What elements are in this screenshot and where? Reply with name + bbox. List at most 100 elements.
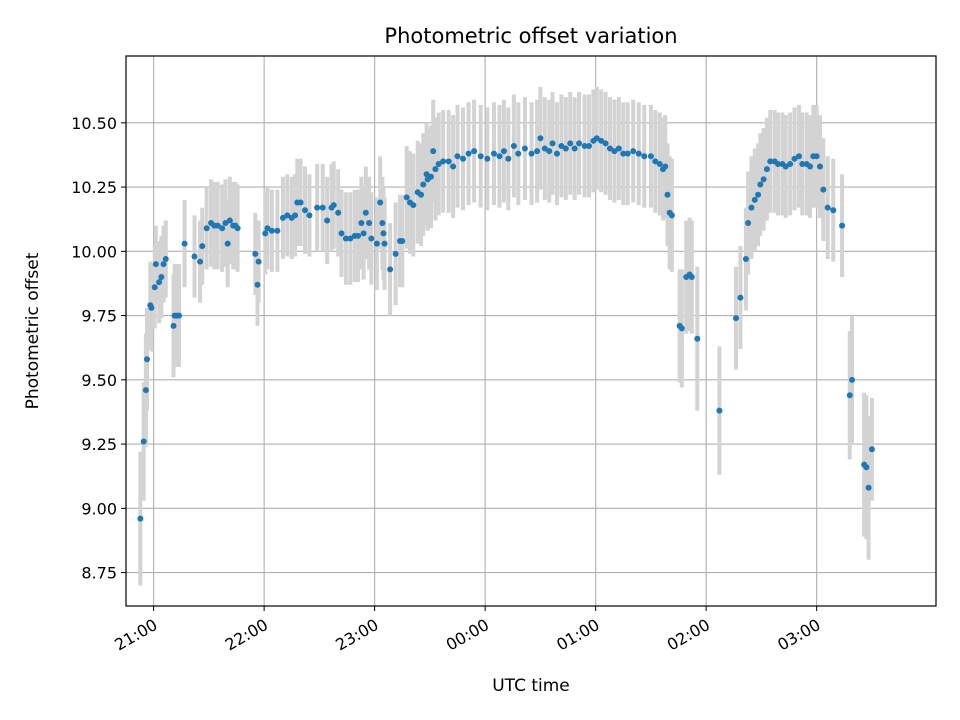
data-point (234, 225, 241, 232)
data-point (748, 204, 755, 211)
data-point (477, 153, 484, 160)
data-point (598, 137, 605, 144)
data-point (528, 150, 535, 157)
data-point (252, 250, 259, 257)
data-point (816, 163, 823, 170)
data-point (868, 446, 875, 453)
data-point (445, 158, 452, 165)
data-point (656, 160, 663, 167)
data-point (423, 171, 430, 178)
data-point (742, 256, 749, 263)
data-point (379, 220, 386, 227)
data-point (620, 150, 627, 157)
data-point (279, 214, 286, 221)
data-point (537, 135, 544, 142)
data-point (745, 220, 752, 227)
data-point (302, 207, 309, 214)
data-point (576, 140, 583, 147)
x-tick-label: 00:00 (443, 615, 492, 655)
y-tick-label: 8.75 (81, 564, 117, 583)
data-point (140, 438, 147, 445)
y-axis-label: Photometric offset (23, 252, 43, 409)
data-point (191, 253, 198, 260)
data-point (611, 148, 618, 155)
data-point (647, 153, 654, 160)
data-point (716, 407, 723, 414)
data-point (380, 230, 387, 237)
x-axis: 21:00 22:00 23:00 00:00 01:00 02:00 03:00 (111, 606, 824, 655)
data-point (264, 225, 271, 232)
data-point (567, 140, 574, 147)
data-point (799, 160, 806, 167)
data-point (795, 153, 802, 160)
plot-frame (125, 55, 937, 607)
data-point (420, 181, 427, 188)
data-point (865, 484, 872, 491)
data-point (432, 166, 439, 173)
data-point (635, 150, 642, 157)
data-point (162, 256, 169, 263)
data-point (435, 160, 442, 167)
data-point (774, 160, 781, 167)
data-point (558, 142, 565, 149)
data-point (694, 335, 701, 342)
y-tick-label: 9.00 (81, 499, 117, 518)
chart-title: Photometric offset variation (384, 24, 677, 48)
y-tick-label: 9.50 (81, 371, 117, 390)
data-point (181, 240, 188, 247)
data-point (152, 261, 159, 268)
data-point (760, 176, 767, 183)
data-point (156, 279, 163, 286)
data-point (222, 220, 229, 227)
data-point (335, 209, 342, 216)
data-point (755, 191, 762, 198)
y-tick-label: 10.25 (71, 178, 117, 197)
data-point (678, 325, 685, 332)
data-point (403, 194, 410, 201)
x-tick-label: 02:00 (664, 615, 713, 655)
y-tick-label: 9.25 (81, 435, 117, 454)
data-point (430, 148, 437, 155)
data-point (158, 274, 165, 281)
data-point (820, 186, 827, 193)
data-point (562, 145, 569, 152)
y-tick-label: 9.75 (81, 307, 117, 326)
x-axis-label: UTC time (492, 676, 570, 696)
data-point (381, 240, 388, 247)
data-point (791, 155, 798, 162)
data-point (197, 258, 204, 265)
data-point (148, 304, 155, 311)
data-point (358, 220, 365, 227)
data-point (176, 312, 183, 319)
data-point (255, 258, 262, 265)
data-point (292, 212, 299, 219)
x-tick-label: 03:00 (774, 615, 823, 655)
data-point (342, 235, 349, 242)
data-point (142, 387, 149, 394)
data-point (586, 142, 593, 149)
data-point (268, 227, 275, 234)
data-point (366, 220, 373, 227)
data-point (373, 240, 380, 247)
data-point (521, 145, 528, 152)
data-point (549, 140, 556, 147)
x-tick-label: 23:00 (332, 615, 381, 655)
data-point (454, 153, 461, 160)
data-point (630, 148, 637, 155)
data-point (484, 155, 491, 162)
data-point (319, 204, 326, 211)
data-point (571, 145, 578, 152)
data-point (732, 315, 739, 322)
data-point (392, 250, 399, 257)
data-point (460, 155, 467, 162)
data-point (262, 230, 269, 237)
data-point (254, 281, 261, 288)
x-tick-label: 21:00 (111, 615, 160, 655)
data-point (510, 142, 517, 149)
data-point (767, 158, 774, 165)
data-point (757, 181, 764, 188)
y-tick-label: 10.00 (71, 242, 117, 261)
data-point (664, 191, 671, 198)
data-point (641, 153, 648, 160)
data-point (170, 322, 177, 329)
